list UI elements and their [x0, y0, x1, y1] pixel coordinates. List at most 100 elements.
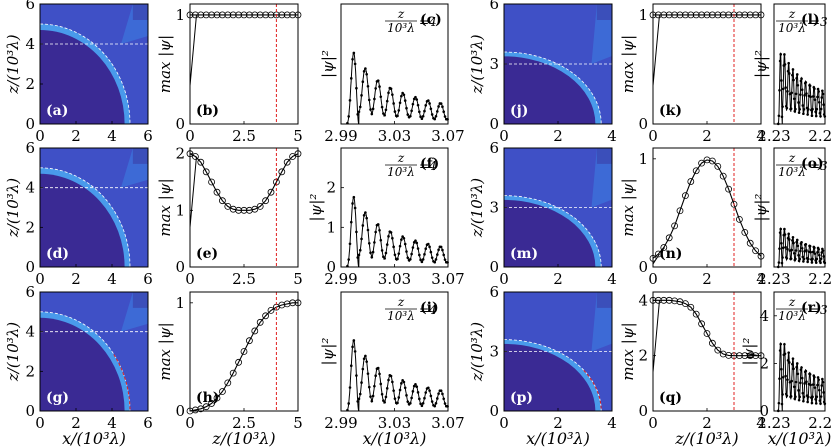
data-point	[786, 69, 790, 73]
data-point	[783, 233, 787, 236]
data-point	[793, 109, 797, 113]
data-point	[795, 362, 799, 365]
data-point	[785, 394, 789, 397]
data-point	[393, 397, 397, 400]
y-axis-label: z/(10³λ)	[468, 178, 486, 238]
data-point	[430, 113, 434, 116]
data-point	[406, 400, 410, 403]
data-point	[355, 230, 358, 234]
x-tick-label: 3.03	[378, 127, 411, 145]
data-point	[655, 250, 662, 258]
data-point	[813, 375, 816, 379]
data-point	[806, 257, 810, 261]
data-point	[411, 102, 415, 106]
data-point	[396, 257, 399, 261]
data-point	[703, 330, 711, 337]
data-point	[391, 93, 394, 96]
y-tick-label: 0	[638, 402, 648, 420]
data-point	[267, 11, 275, 19]
data-point	[698, 159, 705, 167]
data-point	[208, 11, 216, 19]
data-point	[349, 364, 353, 368]
data-point	[797, 111, 801, 114]
data-point	[430, 256, 434, 259]
data-point	[784, 245, 787, 249]
data-point	[416, 103, 420, 107]
data-point	[397, 252, 401, 255]
data-point	[414, 239, 417, 242]
anno-num: z	[397, 295, 405, 309]
data-point	[780, 115, 784, 119]
data-point	[736, 352, 743, 360]
data-point	[347, 258, 351, 261]
data-point	[256, 202, 264, 210]
data-point	[665, 11, 673, 19]
data-point	[364, 354, 367, 358]
data-point	[360, 94, 363, 97]
data-point	[778, 247, 781, 250]
data-point	[797, 253, 800, 257]
data-point	[355, 86, 358, 90]
data-point	[788, 92, 792, 96]
data-point	[796, 244, 800, 248]
data-point	[361, 224, 365, 227]
data-point	[387, 235, 390, 238]
data-point	[816, 376, 820, 379]
data-point	[262, 197, 270, 205]
data-point	[420, 117, 424, 121]
x-tick-label: 2	[702, 414, 712, 432]
anno-den: 10³λ	[387, 165, 415, 179]
data-point	[409, 401, 412, 405]
data-point	[385, 387, 389, 390]
y-tick-label: 0	[489, 258, 499, 276]
data-point	[389, 231, 393, 234]
data-point	[208, 178, 216, 186]
data-point	[794, 257, 797, 261]
data-point	[703, 11, 711, 19]
x-tick-label: 2.5	[232, 127, 256, 145]
data-point	[781, 105, 784, 108]
data-point	[795, 73, 799, 76]
x-tick-label: 2	[71, 127, 81, 145]
x-tick-label: 0	[648, 270, 658, 288]
y-tick-label: 2	[25, 75, 35, 93]
data-point	[736, 11, 743, 19]
data-point	[799, 249, 802, 253]
data-point	[229, 205, 237, 213]
data-point	[360, 237, 363, 241]
x-tick-label: 4	[107, 270, 117, 288]
data-point	[788, 72, 791, 75]
data-point	[366, 372, 370, 375]
data-point	[383, 400, 386, 404]
y-axis-label: z/(10³λ)	[4, 34, 22, 94]
data-point	[403, 242, 407, 246]
data-point	[262, 11, 270, 19]
data-point	[362, 357, 366, 361]
data-point	[389, 374, 393, 378]
data-point	[801, 104, 805, 107]
y-axis-label: |ψ|²	[319, 50, 337, 78]
data-point	[783, 53, 786, 56]
x-tick-label: 2.5	[232, 414, 256, 432]
data-point	[374, 230, 377, 234]
data-point	[817, 90, 820, 93]
data-point	[202, 403, 210, 411]
data-point	[369, 108, 372, 111]
data-point	[778, 231, 782, 234]
data-point	[811, 257, 814, 261]
x-tick-label: 2	[553, 414, 563, 432]
y-tick-label: 0	[25, 115, 35, 133]
data-point	[414, 383, 417, 386]
panel-label: (h)	[196, 390, 219, 406]
map-corner	[132, 148, 148, 164]
x-axis-label: x/(10³λ)	[768, 429, 831, 448]
data-point	[385, 243, 389, 246]
data-point	[353, 350, 357, 353]
x-tick-label: 2.29	[808, 270, 831, 288]
y-tick-label: 0	[759, 402, 769, 420]
data-point	[791, 357, 795, 360]
y-axis-label: z/(10³λ)	[4, 178, 22, 238]
y-tick-label: 2	[326, 179, 336, 197]
data-point	[778, 377, 781, 380]
